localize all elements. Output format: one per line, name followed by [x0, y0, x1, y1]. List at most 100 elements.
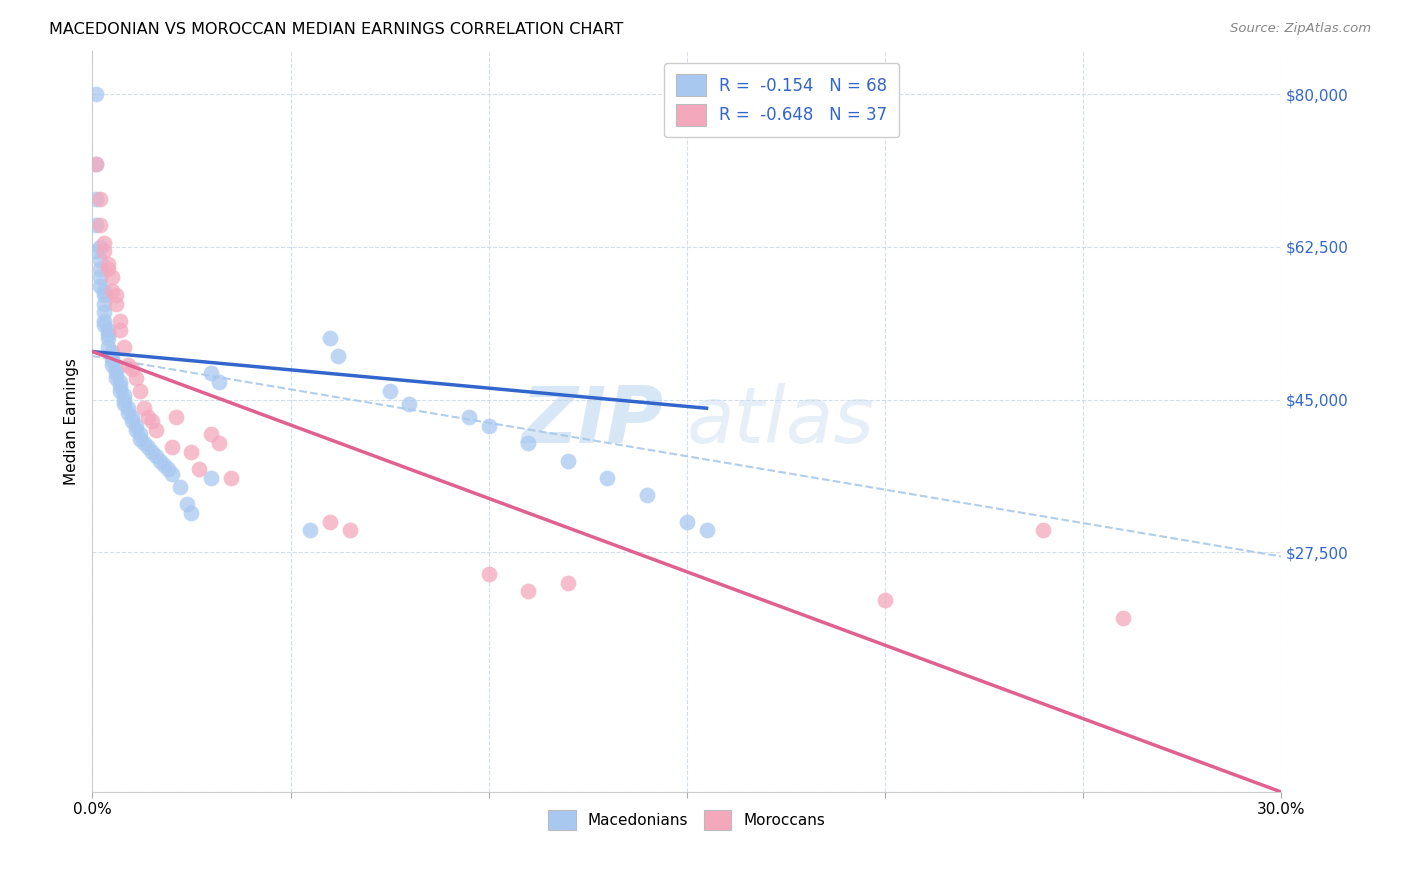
Point — [169, 480, 191, 494]
Point — [145, 449, 167, 463]
Point — [108, 323, 131, 337]
Point — [152, 458, 174, 472]
Point — [319, 331, 342, 345]
Point — [93, 296, 115, 310]
Point — [596, 471, 619, 485]
Point — [557, 575, 579, 590]
Point — [86, 157, 108, 171]
Point — [93, 305, 115, 319]
Point — [86, 87, 108, 102]
Point — [125, 418, 148, 433]
Point — [299, 524, 322, 538]
Point — [89, 270, 111, 285]
Point — [398, 397, 420, 411]
Point — [176, 497, 198, 511]
Point — [105, 296, 128, 310]
Point — [89, 261, 111, 276]
Point — [93, 318, 115, 333]
Point — [117, 406, 139, 420]
Point — [478, 566, 501, 581]
Point — [108, 314, 131, 328]
Point — [132, 401, 155, 416]
Point — [89, 218, 111, 232]
Point — [457, 409, 479, 424]
Point — [219, 471, 242, 485]
Point — [117, 401, 139, 416]
Point — [160, 441, 183, 455]
Point — [93, 288, 115, 302]
Point — [125, 370, 148, 384]
Point — [97, 261, 120, 276]
Point — [136, 409, 159, 424]
Point — [97, 340, 120, 354]
Point — [873, 593, 896, 607]
Point — [200, 471, 222, 485]
Point — [165, 409, 187, 424]
Point — [160, 467, 183, 481]
Point — [112, 392, 135, 407]
Point — [517, 584, 540, 599]
Y-axis label: Median Earnings: Median Earnings — [65, 358, 79, 484]
Point — [105, 367, 128, 381]
Point — [105, 370, 128, 384]
Point — [93, 244, 115, 259]
Point — [117, 358, 139, 372]
Point — [1111, 610, 1133, 624]
Point — [108, 375, 131, 389]
Point — [636, 488, 658, 502]
Point — [89, 192, 111, 206]
Point — [208, 436, 231, 450]
Point — [121, 409, 143, 424]
Point — [101, 344, 124, 359]
Point — [86, 157, 108, 171]
Point — [93, 314, 115, 328]
Legend: Macedonians, Moroccans: Macedonians, Moroccans — [543, 805, 831, 836]
Text: atlas: atlas — [686, 384, 875, 459]
Point — [339, 524, 361, 538]
Point — [93, 235, 115, 250]
Point — [696, 524, 718, 538]
Point — [89, 240, 111, 254]
Point — [86, 244, 108, 259]
Point — [101, 358, 124, 372]
Point — [129, 384, 152, 398]
Point — [105, 288, 128, 302]
Point — [200, 427, 222, 442]
Text: ZIP: ZIP — [520, 384, 664, 459]
Point — [101, 353, 124, 368]
Point — [121, 362, 143, 376]
Point — [112, 397, 135, 411]
Point — [105, 362, 128, 376]
Point — [101, 270, 124, 285]
Point — [108, 379, 131, 393]
Point — [121, 414, 143, 428]
Point — [101, 284, 124, 298]
Point — [326, 349, 349, 363]
Point — [145, 423, 167, 437]
Point — [478, 418, 501, 433]
Point — [557, 453, 579, 467]
Point — [86, 192, 108, 206]
Point — [97, 331, 120, 345]
Point — [86, 218, 108, 232]
Point — [1032, 524, 1054, 538]
Text: MACEDONIAN VS MOROCCAN MEDIAN EARNINGS CORRELATION CHART: MACEDONIAN VS MOROCCAN MEDIAN EARNINGS C… — [49, 22, 624, 37]
Point — [675, 515, 697, 529]
Point — [97, 323, 120, 337]
Point — [141, 414, 163, 428]
Point — [112, 340, 135, 354]
Point — [112, 388, 135, 402]
Point — [97, 327, 120, 342]
Point — [378, 384, 401, 398]
Point — [156, 462, 179, 476]
Text: Source: ZipAtlas.com: Source: ZipAtlas.com — [1230, 22, 1371, 36]
Point — [180, 506, 202, 520]
Point — [180, 445, 202, 459]
Point — [108, 384, 131, 398]
Point — [517, 436, 540, 450]
Point — [141, 445, 163, 459]
Point — [89, 279, 111, 293]
Point — [319, 515, 342, 529]
Point — [132, 436, 155, 450]
Point — [200, 367, 222, 381]
